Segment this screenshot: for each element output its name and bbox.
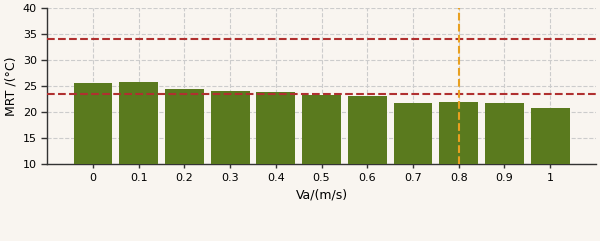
Bar bbox=[74, 83, 112, 164]
Bar bbox=[530, 108, 569, 164]
Bar bbox=[485, 103, 524, 164]
Bar bbox=[394, 103, 433, 164]
Bar bbox=[165, 89, 204, 164]
X-axis label: Va/(m/s): Va/(m/s) bbox=[295, 188, 347, 201]
Y-axis label: MRT /(°C): MRT /(°C) bbox=[4, 56, 17, 116]
Bar bbox=[302, 95, 341, 164]
Bar bbox=[348, 96, 386, 164]
Bar bbox=[256, 92, 295, 164]
Bar bbox=[211, 91, 250, 164]
Bar bbox=[439, 102, 478, 164]
Bar bbox=[119, 82, 158, 164]
